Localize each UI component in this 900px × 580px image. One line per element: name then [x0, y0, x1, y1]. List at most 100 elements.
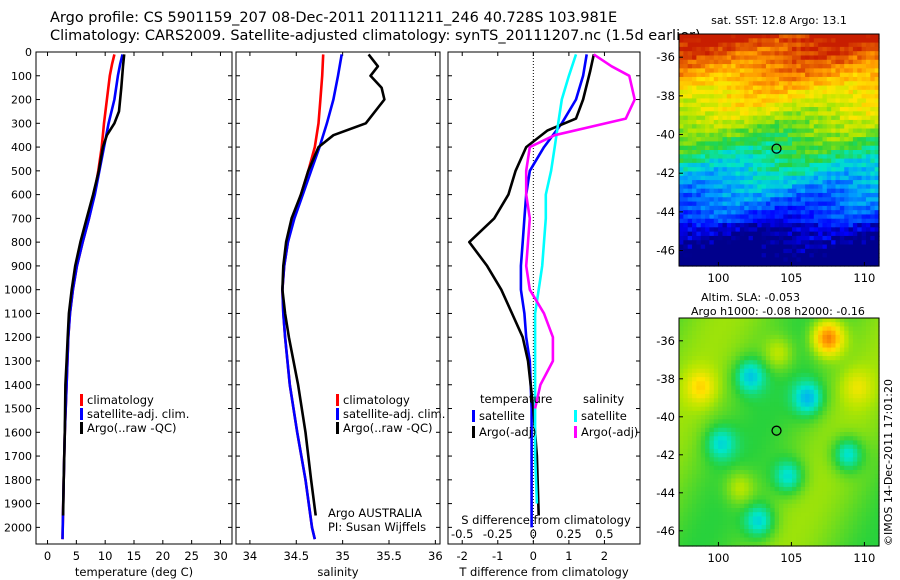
map-cell — [822, 381, 828, 387]
map-cell — [696, 432, 702, 437]
map-cell — [726, 436, 732, 442]
map-cell — [852, 141, 858, 147]
map-cell — [687, 436, 693, 442]
map-cell — [783, 448, 789, 454]
map-cell — [818, 240, 824, 246]
map-cell — [874, 137, 880, 143]
map-cell — [783, 326, 789, 332]
map-cell — [831, 214, 837, 220]
map-cell — [800, 214, 806, 220]
map-cell — [865, 64, 871, 69]
map-cell — [805, 210, 811, 216]
map-cell — [857, 372, 863, 378]
map-cell — [852, 257, 858, 263]
map-cell — [805, 503, 811, 509]
map-cell — [722, 410, 728, 416]
map-cell — [692, 432, 697, 437]
map-cell — [731, 175, 737, 181]
map-cell — [683, 81, 689, 87]
map-cell — [744, 98, 750, 104]
map-cell — [718, 184, 724, 190]
map-cell — [839, 89, 845, 95]
map-cell — [683, 389, 689, 395]
map-cell — [852, 457, 858, 463]
map-cell — [735, 351, 741, 357]
map-cell — [783, 377, 789, 382]
map-cell — [705, 167, 711, 173]
map-cell — [796, 64, 802, 69]
map-cell — [831, 482, 837, 488]
plot-frame — [35, 51, 233, 545]
map-cell — [770, 474, 776, 480]
map-cell — [770, 154, 776, 160]
map-cell — [687, 167, 693, 173]
map-cell — [722, 453, 728, 458]
map-cell — [796, 223, 802, 228]
map-cell — [796, 508, 802, 513]
map-cell — [852, 154, 858, 160]
map-cell — [705, 107, 711, 112]
map-cell — [705, 51, 711, 57]
map-cell — [687, 141, 693, 147]
map-cell — [726, 51, 732, 57]
map-cell — [826, 253, 832, 259]
map-cell — [774, 257, 780, 263]
map-cell — [744, 132, 750, 138]
map-cell — [865, 107, 871, 112]
map-cell — [818, 322, 824, 328]
map-cell — [813, 423, 819, 429]
map-cell — [744, 59, 750, 65]
map-cell — [865, 184, 871, 190]
map-cell — [796, 227, 802, 233]
map-cell — [835, 372, 841, 378]
map-cell — [752, 81, 758, 87]
map-cell — [679, 423, 684, 429]
map-cell — [818, 351, 824, 357]
map-cell — [805, 240, 811, 246]
map-cell — [739, 184, 745, 190]
map-cell — [779, 461, 784, 467]
map-cell — [787, 34, 793, 39]
map-cell — [726, 389, 732, 395]
map-cell — [705, 115, 711, 121]
map-cell — [774, 415, 780, 420]
map-cell — [800, 322, 806, 328]
map-cell — [679, 192, 684, 198]
map-cell — [870, 167, 876, 173]
map-cell — [800, 46, 806, 52]
map-cell — [765, 330, 771, 336]
map-cell — [800, 76, 806, 82]
map-cell — [818, 512, 824, 518]
map-cell — [787, 364, 793, 370]
map-cell — [696, 516, 702, 522]
map-cell — [739, 111, 745, 117]
map-cell — [752, 124, 758, 130]
map-cell — [861, 59, 867, 65]
map-cell — [848, 201, 854, 207]
map-cell — [679, 427, 684, 433]
map-cell — [700, 175, 706, 181]
map-cell — [783, 465, 789, 471]
map-cell — [805, 440, 811, 446]
map-cell — [692, 486, 697, 492]
map-cell — [752, 137, 758, 143]
map-cell — [787, 214, 793, 220]
map-cell — [792, 436, 797, 442]
map-cell — [818, 385, 824, 391]
map-cell — [813, 128, 819, 134]
map-cell — [818, 89, 824, 95]
map-cell — [792, 470, 797, 475]
map-cell — [713, 347, 719, 353]
map-cell — [870, 46, 876, 52]
map-cell — [687, 223, 693, 228]
map-cell — [731, 495, 737, 501]
map-cell — [796, 381, 802, 387]
map-cell — [718, 137, 724, 143]
map-cell — [826, 465, 832, 471]
map-cell — [696, 440, 702, 446]
map-cell — [865, 465, 871, 471]
map-cell — [861, 486, 867, 492]
map-cell — [805, 94, 811, 100]
map-cell — [792, 385, 797, 391]
map-cell — [748, 235, 754, 241]
